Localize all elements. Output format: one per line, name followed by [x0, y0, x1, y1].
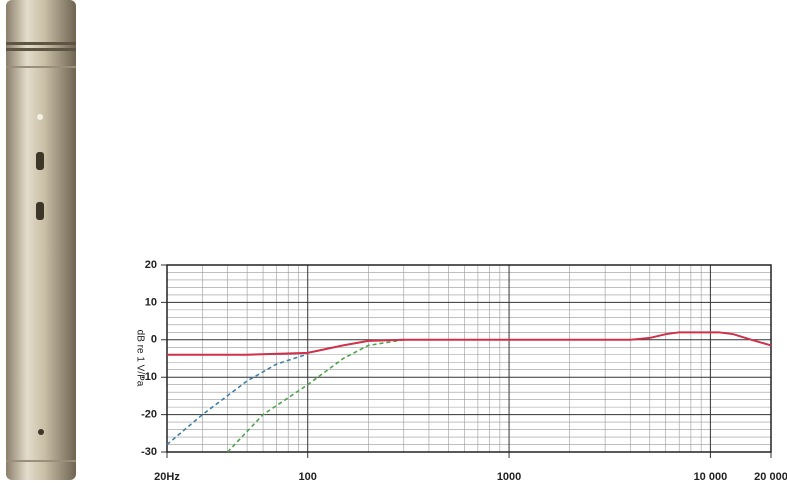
y-tick-label: -10 [141, 371, 157, 383]
y-tick-label: -20 [141, 409, 157, 421]
x-tick-label: 10 000 [694, 471, 728, 483]
y-axis-label: dB re 1 V/Pa [134, 330, 145, 387]
x-tick-label: 1000 [497, 471, 521, 483]
y-tick-label: 20 [145, 259, 157, 271]
x-tick-label: 100 [299, 471, 317, 483]
y-tick-label: 10 [145, 296, 157, 308]
y-tick-label: 0 [151, 334, 157, 346]
series-line [227, 339, 404, 453]
x-tick-label: 20Hz [154, 471, 180, 483]
microphone-photo [6, 0, 76, 480]
y-tick-label: -30 [141, 446, 157, 458]
x-tick-label: 20 000 [754, 471, 787, 483]
plot-border [166, 264, 772, 453]
series-line [166, 353, 308, 446]
series-line [167, 331, 772, 356]
